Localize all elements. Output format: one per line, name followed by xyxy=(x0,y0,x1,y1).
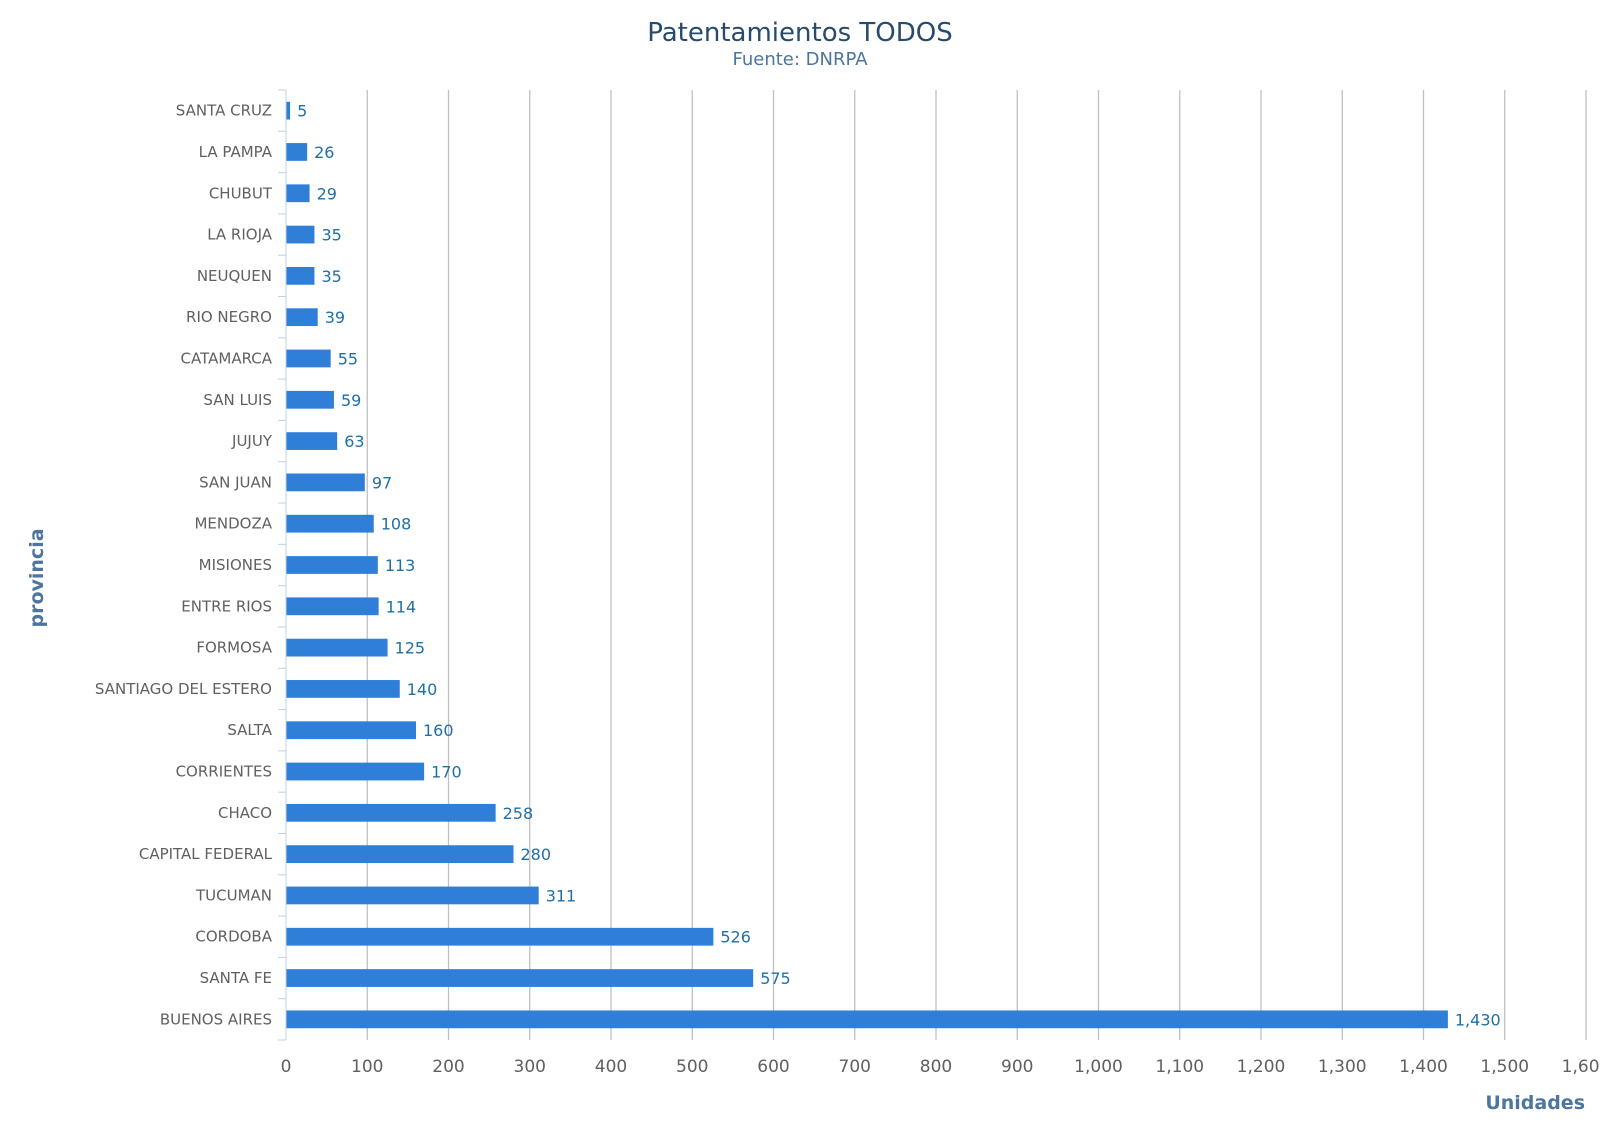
data-label: 160 xyxy=(423,721,454,740)
category-label: CORRIENTES xyxy=(176,763,272,781)
data-label: 113 xyxy=(385,556,416,575)
x-tick-label: 700 xyxy=(839,1057,871,1077)
data-label: 29 xyxy=(317,184,337,203)
category-label: CHACO xyxy=(218,804,272,822)
bar xyxy=(286,762,425,781)
x-tick-label: 1,400 xyxy=(1399,1057,1448,1077)
category-label: NEUQUEN xyxy=(197,267,272,285)
category-label: TUCUMAN xyxy=(195,886,272,904)
bar xyxy=(286,266,315,285)
data-label: 311 xyxy=(546,886,577,905)
category-label: CHUBUT xyxy=(209,184,273,202)
data-label: 1,430 xyxy=(1455,1010,1501,1029)
data-label: 258 xyxy=(503,804,534,823)
bar xyxy=(286,638,388,657)
x-tick-label: 1,600 xyxy=(1562,1057,1600,1077)
data-label: 59 xyxy=(341,391,361,410)
category-labels: SANTA CRUZ LA PAMPA CHUBUT LA RIOJA NEUQUEN R… xyxy=(95,102,273,1029)
bars xyxy=(286,101,1448,1029)
data-label: 280 xyxy=(521,845,552,864)
category-label: CATAMARCA xyxy=(181,349,273,367)
x-axis-title: Unidades xyxy=(1485,1092,1585,1114)
x-tick-label: 1,500 xyxy=(1480,1057,1529,1077)
x-tick-label: 1,100 xyxy=(1155,1057,1204,1077)
bar xyxy=(286,184,310,203)
data-label: 35 xyxy=(321,226,341,245)
bar xyxy=(286,390,334,409)
bar xyxy=(286,225,315,244)
x-tick-label: 500 xyxy=(676,1057,708,1077)
bar xyxy=(286,514,374,533)
bar xyxy=(286,680,400,698)
data-label: 5 xyxy=(297,102,307,121)
y-axis-title: provincia xyxy=(26,528,48,627)
data-label: 26 xyxy=(314,143,334,162)
category-label: LA RIOJA xyxy=(207,226,273,244)
category-label: CORDOBA xyxy=(195,928,272,946)
grid-lines xyxy=(278,89,1587,1041)
category-label: RIO NEGRO xyxy=(186,308,272,326)
data-label: 526 xyxy=(720,928,751,947)
data-label: 35 xyxy=(321,267,341,286)
bar xyxy=(286,721,416,740)
data-label: 63 xyxy=(344,432,364,451)
x-tick-label: 800 xyxy=(920,1057,952,1077)
bar xyxy=(286,845,514,864)
data-label: 108 xyxy=(381,515,412,534)
category-label: SAN JUAN xyxy=(199,473,272,491)
category-label: SANTA CRUZ xyxy=(176,102,272,120)
bar xyxy=(286,597,379,616)
bar xyxy=(286,101,291,120)
category-label: SALTA xyxy=(227,721,272,739)
chart-subtitle: Fuente: DNRPA xyxy=(732,49,868,70)
bar xyxy=(286,886,539,905)
category-label: SANTA FE xyxy=(200,969,272,987)
category-label: JUJUY xyxy=(231,432,273,450)
x-tick-label: 300 xyxy=(514,1057,546,1077)
category-label: CAPITAL FEDERAL xyxy=(139,845,273,863)
data-labels: 5262935353955596397108113114125140160170… xyxy=(297,102,1501,1030)
x-tick-label: 200 xyxy=(432,1057,464,1077)
data-label: 39 xyxy=(325,308,345,327)
bar xyxy=(286,473,365,492)
category-label: SAN LUIS xyxy=(203,391,272,409)
category-label: FORMOSA xyxy=(196,639,272,657)
bar xyxy=(286,556,378,574)
x-tick-label: 600 xyxy=(757,1057,789,1077)
bar xyxy=(286,969,754,987)
x-tick-labels: 0 100 200 300 400 500 600 700 800 900 1,000 1,100 1,… xyxy=(281,1057,1600,1077)
category-label: SANTIAGO DEL ESTERO xyxy=(95,680,272,698)
x-tick-label: 900 xyxy=(1001,1057,1033,1077)
bar xyxy=(286,803,496,822)
category-label: BUENOS AIRES xyxy=(160,1010,272,1028)
bar xyxy=(286,143,308,161)
bar xyxy=(286,349,331,368)
category-label: ENTRE RIOS xyxy=(181,597,272,615)
category-label: MENDOZA xyxy=(194,515,272,533)
x-tick-label: 1,300 xyxy=(1318,1057,1367,1077)
data-label: 125 xyxy=(395,639,426,658)
category-label: MISIONES xyxy=(199,556,272,574)
chart-title: Patentamientos TODOS xyxy=(647,18,953,48)
data-label: 97 xyxy=(372,473,392,492)
data-label: 140 xyxy=(407,680,438,699)
bar xyxy=(286,927,714,946)
x-tick-label: 100 xyxy=(351,1057,383,1077)
data-label: 170 xyxy=(431,763,462,782)
data-label: 114 xyxy=(386,597,417,616)
bar xyxy=(286,432,338,450)
data-label: 55 xyxy=(338,349,358,368)
x-tick-label: 1,000 xyxy=(1074,1057,1123,1077)
data-label: 575 xyxy=(760,969,791,988)
x-tick-label: 1,200 xyxy=(1237,1057,1286,1077)
bar xyxy=(286,1010,1448,1029)
bar xyxy=(286,308,318,327)
x-tick-label: 400 xyxy=(595,1057,627,1077)
category-label: LA PAMPA xyxy=(199,143,273,161)
x-tick-label: 0 xyxy=(281,1057,292,1077)
